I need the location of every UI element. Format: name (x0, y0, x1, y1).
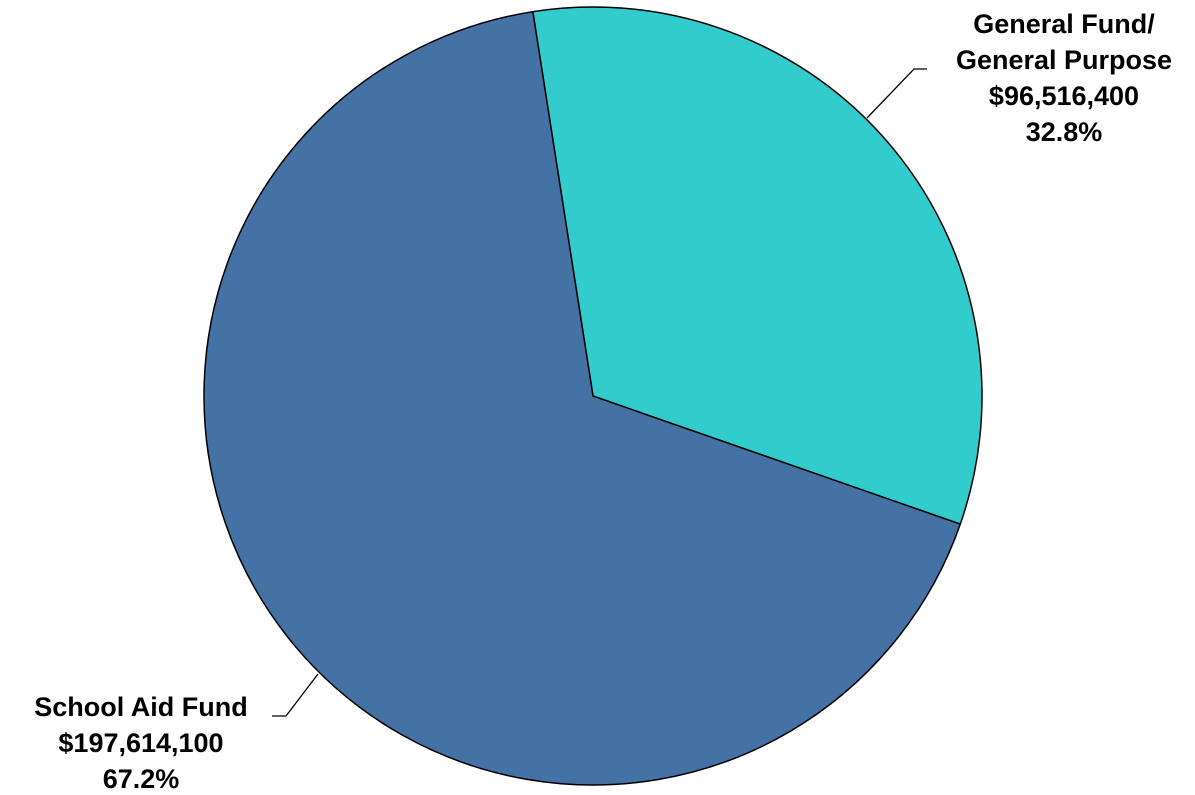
slice-value-label: $96,516,400 (989, 81, 1139, 111)
leader-line-school-aid-fund (272, 673, 319, 717)
slice-label-line-1: School Aid Fund (34, 692, 247, 722)
pie-slices (203, 6, 983, 786)
slice-label-line-1: General Fund/ (973, 9, 1155, 39)
leader-line-general-fund (866, 68, 927, 119)
slice-percent-label: 32.8% (1026, 117, 1103, 147)
slice-label-line-2: General Purpose (956, 45, 1172, 75)
slice-value-label: $197,614,100 (58, 728, 223, 758)
slice-label-school-aid-fund: School Aid Fund $197,614,100 67.2% (34, 692, 247, 794)
pie-slice-school-aid-fund (203, 10, 962, 786)
slice-percent-label: 67.2% (103, 764, 180, 794)
pie-slice-general-fund (531, 6, 983, 526)
slice-label-general-fund: General Fund/ General Purpose $96,516,40… (956, 9, 1172, 147)
